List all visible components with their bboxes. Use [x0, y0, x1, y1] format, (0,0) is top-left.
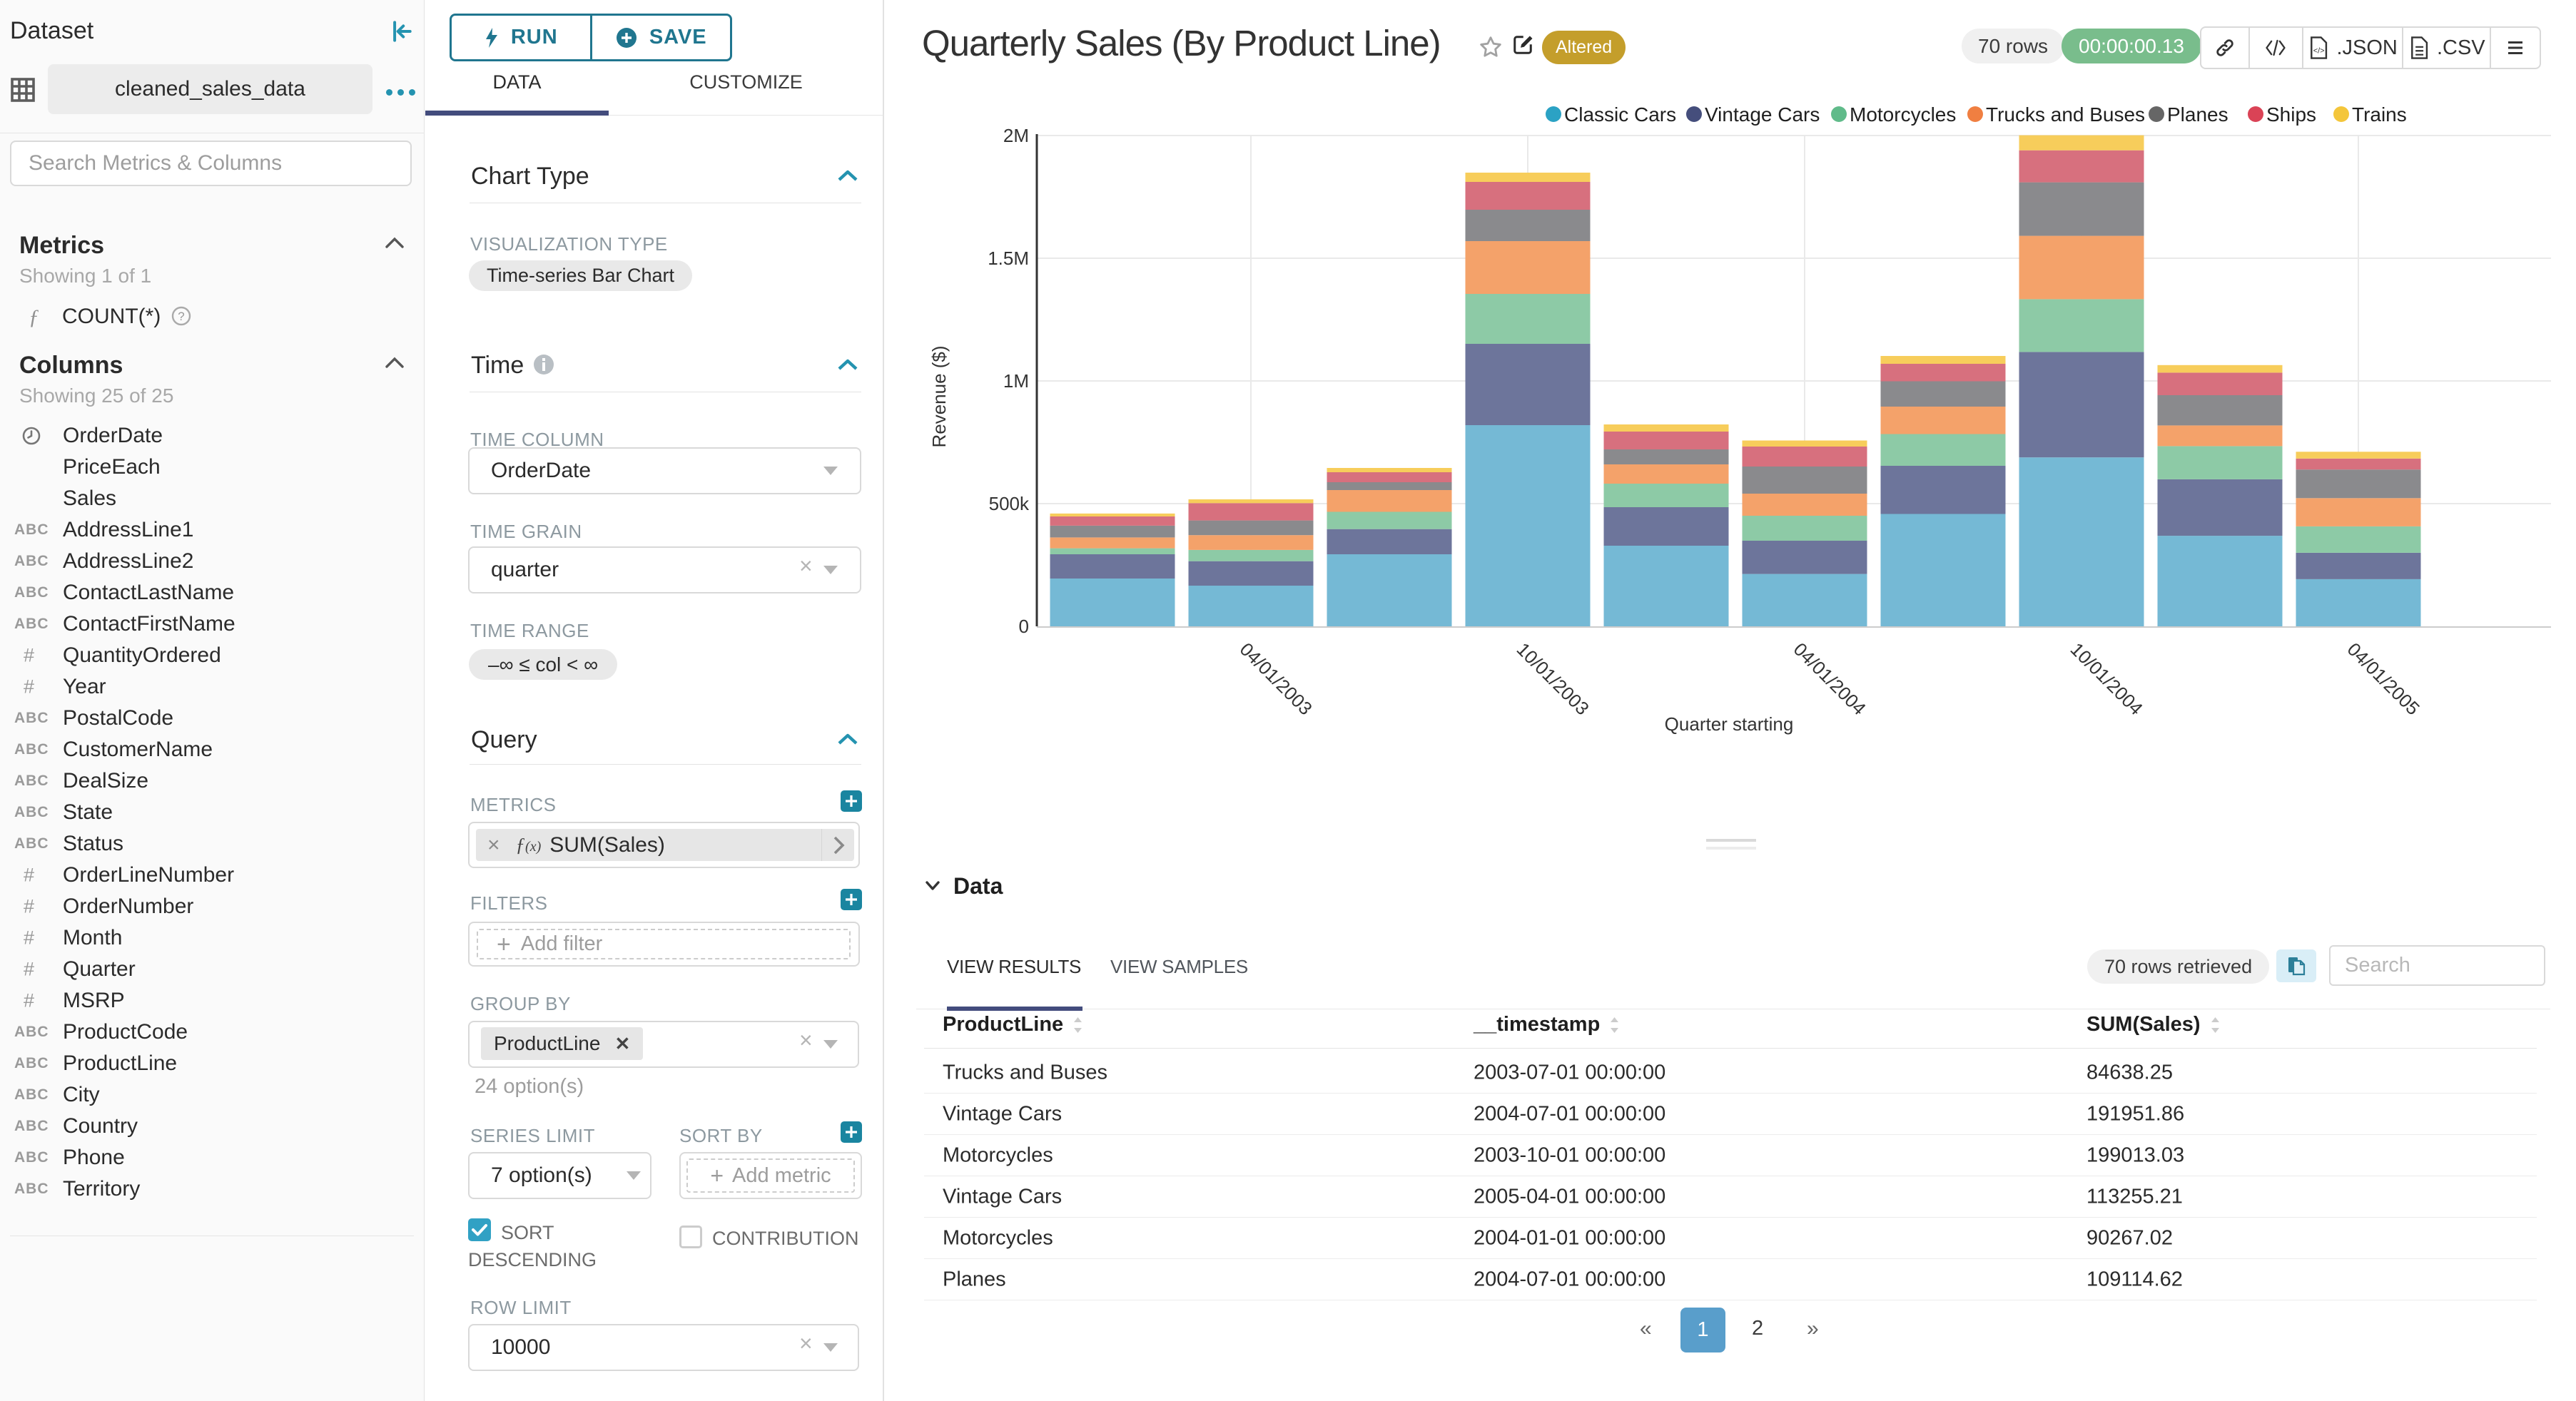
svg-text:04/01/2003: 04/01/2003 [1236, 638, 1317, 719]
svg-text:Quarter starting: Quarter starting [1665, 713, 1794, 735]
svg-text:?: ? [178, 310, 184, 323]
svg-text:10/01/2004: 10/01/2004 [2067, 638, 2147, 719]
svg-text:Vintage Cars: Vintage Cars [1705, 103, 1820, 126]
svg-text:04/01/2004: 04/01/2004 [1790, 638, 1870, 719]
svg-text:Revenue ($): Revenue ($) [928, 345, 950, 447]
svg-text:10/01/2003: 10/01/2003 [1513, 638, 1593, 719]
svg-text:Classic Cars: Classic Cars [1564, 103, 1676, 126]
svg-text:Trucks and Buses: Trucks and Buses [1986, 103, 2145, 126]
svg-text:</>: </> [2313, 46, 2325, 55]
svg-text:Motorcycles: Motorcycles [1850, 103, 1956, 126]
svg-text:04/01/2005: 04/01/2005 [2343, 638, 2424, 719]
svg-text:0: 0 [1019, 616, 1029, 637]
svg-text:2M: 2M [1003, 125, 1029, 146]
svg-text:Ships: Ships [2266, 103, 2316, 126]
svg-text:Trains: Trains [2352, 103, 2407, 126]
svg-text:Planes: Planes [2167, 103, 2228, 126]
svg-text:1M: 1M [1003, 370, 1029, 392]
svg-text:500k: 500k [989, 493, 1030, 514]
svg-text:1.5M: 1.5M [988, 248, 1029, 269]
